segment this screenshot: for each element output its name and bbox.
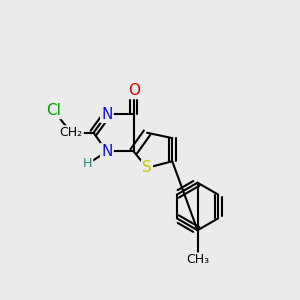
Text: O: O bbox=[128, 83, 140, 98]
Text: Cl: Cl bbox=[46, 103, 61, 118]
Text: N: N bbox=[101, 107, 112, 122]
Text: S: S bbox=[142, 160, 152, 175]
Text: N: N bbox=[101, 144, 112, 159]
Text: CH₂: CH₂ bbox=[60, 126, 83, 139]
Text: H: H bbox=[83, 158, 92, 170]
Text: CH₃: CH₃ bbox=[186, 254, 209, 266]
